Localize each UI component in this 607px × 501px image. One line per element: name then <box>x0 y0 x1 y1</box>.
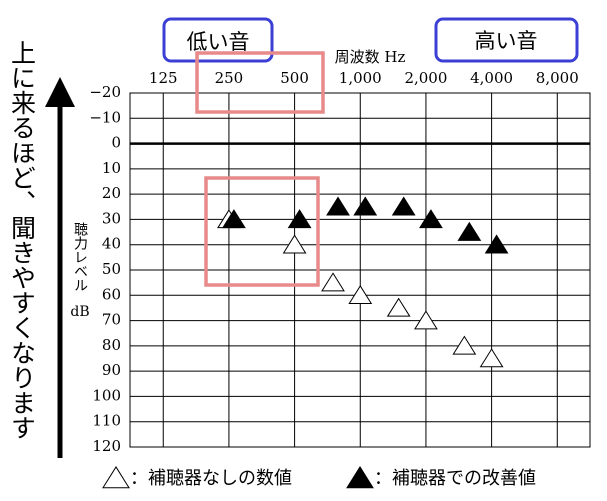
y-tick-label: −20 <box>89 83 121 101</box>
marker <box>419 209 443 229</box>
marker <box>348 284 373 305</box>
x-tick-label: 2,000 <box>404 69 447 87</box>
x-tick-label: 4,000 <box>470 69 513 87</box>
marker <box>457 221 482 241</box>
x-tick-label: 1,000 <box>339 69 382 87</box>
x-tick-label: 8,000 <box>536 69 579 87</box>
x-axis-label: 周波数 Hz <box>335 48 406 66</box>
plot-border <box>129 92 591 448</box>
annotation: 高い音 <box>475 29 538 53</box>
x-tick-label: 250 <box>215 69 244 87</box>
y-tick-label: 20 <box>102 184 121 202</box>
y-tick-label: 70 <box>102 311 121 329</box>
y-tick-label: 0 <box>111 134 121 152</box>
y-tick-label: 120 <box>92 437 121 455</box>
y-tick-label: −10 <box>89 108 121 126</box>
marker <box>353 196 378 216</box>
plot: −20 −10 0 10 20 30 40 50 60 70 80 90 100 110 120 125 250… <box>89 69 591 455</box>
marker <box>391 196 416 216</box>
y-tick-label: 100 <box>92 386 121 404</box>
highlight-box <box>195 51 325 114</box>
y-tick-label: 30 <box>102 209 121 227</box>
y-tick-label: 60 <box>102 285 121 303</box>
x-tick-label: 125 <box>149 69 178 87</box>
marker <box>484 234 509 254</box>
y-tick-label: 10 <box>102 159 121 177</box>
annotation-box <box>162 17 274 63</box>
marker <box>414 310 438 330</box>
marker <box>452 335 477 355</box>
y-tick-label: 110 <box>92 412 121 430</box>
y-tick-label: 90 <box>102 361 121 379</box>
legend-marker <box>346 466 374 489</box>
marker <box>282 234 307 254</box>
marker <box>321 272 345 292</box>
y-tick-label: 40 <box>102 235 121 253</box>
x-tick-label: 500 <box>280 69 309 87</box>
marker <box>386 297 411 317</box>
legend-marker <box>102 466 130 489</box>
legend-label: ：補聴器なしの数値 <box>130 468 292 489</box>
annotation-box <box>434 17 579 63</box>
marker <box>326 196 350 216</box>
legend-label: ：補聴器での改善値 <box>374 468 536 489</box>
y-tick-label: 50 <box>102 260 121 278</box>
annotation: 低い音 <box>187 30 250 54</box>
y-tick-label: 80 <box>102 336 121 354</box>
highlight-box <box>204 176 320 287</box>
y-axis-label: 聴力レベル <box>72 222 88 292</box>
marker <box>287 209 312 229</box>
side-note: 上に来るほど、聞きやすくなります <box>8 40 37 440</box>
marker <box>222 209 246 229</box>
marker <box>479 348 504 368</box>
y-axis-unit: dB <box>70 304 89 320</box>
